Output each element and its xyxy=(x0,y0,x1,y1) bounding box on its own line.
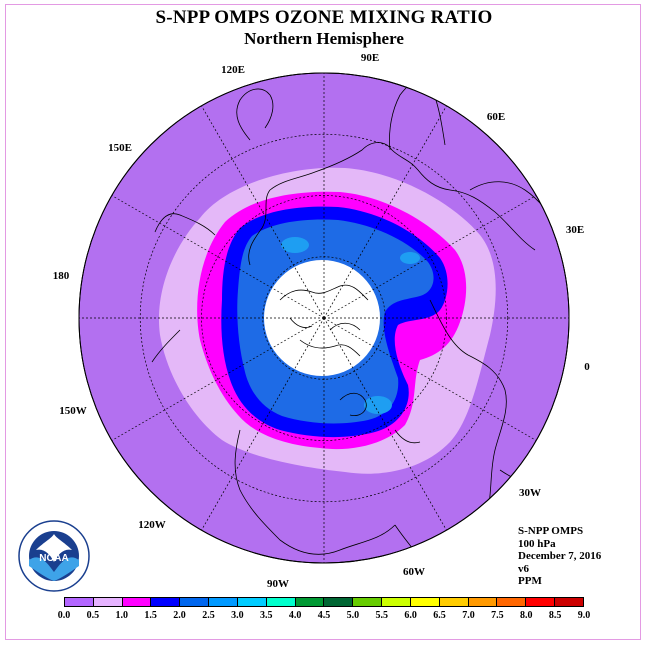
lon-label-150e: 150E xyxy=(108,142,132,154)
lon-label-30w: 30W xyxy=(519,487,541,499)
colorbar-segment xyxy=(439,598,469,606)
colorbar-segment xyxy=(295,598,325,606)
colorbar-segment xyxy=(382,598,411,606)
lon-label-90w: 90W xyxy=(267,578,289,590)
lon-label-120w: 120W xyxy=(138,519,166,531)
colorbar-segment xyxy=(237,598,267,606)
ozone-band-2.5-c xyxy=(400,252,420,264)
meridian-line xyxy=(201,105,325,319)
map-title: S-NPP OMPS OZONE MIXING RATIO xyxy=(155,7,493,28)
colorbar-segment xyxy=(180,598,210,606)
noaa-logo: NOAA xyxy=(18,520,90,592)
lon-label-120e: 120E xyxy=(221,64,245,76)
latitude-circle xyxy=(201,195,447,441)
ozone-band-2.5-b xyxy=(364,396,392,414)
colorbar-tick-label: 4.5 xyxy=(317,610,331,621)
ozone-band-2.5-a xyxy=(281,237,309,253)
colorbar-tick-label: 6.0 xyxy=(404,610,417,621)
colorbar-segment xyxy=(122,598,152,606)
info-date: December 7, 2016 xyxy=(518,550,602,562)
lon-label-60w: 60W xyxy=(403,566,425,578)
colorbar-tick-label: 5.0 xyxy=(346,610,360,621)
colorbar xyxy=(64,597,584,607)
colorbar-segment xyxy=(410,598,440,606)
colorbar-tick-label: 7.0 xyxy=(462,610,475,621)
meridian-line xyxy=(111,317,325,441)
longitude-labels: 90E 60E 30E 0 30W 60W 90W 120W 150W 180 … xyxy=(53,52,591,590)
meridian-line xyxy=(323,195,537,319)
colorbar-tick-label: 1.5 xyxy=(144,610,157,621)
lon-label-0: 0 xyxy=(584,361,590,373)
colorbar-tick-label: 3.0 xyxy=(231,610,244,621)
meridian-line xyxy=(323,317,447,531)
info-units: PPM xyxy=(518,575,542,587)
lon-label-180: 180 xyxy=(53,270,70,282)
figure-frame xyxy=(5,4,641,640)
colorbar-segment xyxy=(266,598,296,606)
meridian-line xyxy=(111,195,325,319)
colorbar-segment xyxy=(555,598,583,606)
colorbar-segment xyxy=(497,598,527,606)
colorbar-segment xyxy=(526,598,556,606)
colorbar-tick-label: 0.0 xyxy=(57,610,71,621)
disc-outline xyxy=(78,72,570,564)
colorbar-tick-label: 9.0 xyxy=(577,610,591,621)
colorbar-tick-label: 5.5 xyxy=(375,610,389,621)
colorbar-tick-label: 6.5 xyxy=(433,610,446,621)
meridian-line xyxy=(323,105,447,319)
colorbar-segment xyxy=(324,598,354,606)
arctic-coastlines xyxy=(279,284,369,357)
info-pressure: 100 hPa xyxy=(518,537,556,550)
lon-label-150w: 150W xyxy=(59,405,87,417)
map-subtitle: Northern Hemisphere xyxy=(244,29,404,48)
colorbar-tick-label: 4.0 xyxy=(288,610,302,621)
colorbar-segment xyxy=(151,598,181,606)
colorbar-tick-label: 7.5 xyxy=(491,610,504,621)
graticule xyxy=(79,73,569,563)
colorbar-tick-label: 3.5 xyxy=(259,610,273,621)
logo-text: NOAA xyxy=(39,553,68,564)
colorbar-tick-label: 1.0 xyxy=(115,610,129,621)
colorbar-segment xyxy=(209,598,238,606)
colorbar-segment xyxy=(353,598,383,606)
coastlines xyxy=(151,79,561,563)
meridian-line xyxy=(201,317,325,531)
colorbar-tick-label: 2.5 xyxy=(202,610,215,621)
lon-label-60e: 60E xyxy=(487,111,505,123)
colorbar-tick-label: 0.5 xyxy=(86,610,100,621)
colorbar-ticks: 0.0 0.5 1.0 1.5 2.0 2.5 3.0 3.5 4.0 4.5 5.0 5.5 6.0 6… xyxy=(50,610,598,624)
lon-label-90e: 90E xyxy=(361,52,379,64)
meridian-line xyxy=(323,317,537,441)
colorbar-tick-label: 2.0 xyxy=(173,610,186,621)
latitude-circle xyxy=(139,133,509,503)
info-block: S-NPP OMPS 100 hPa December 7, 2016 v6 P… xyxy=(518,525,601,588)
latitude-circle xyxy=(262,256,386,380)
lon-label-30e: 30E xyxy=(566,224,584,236)
colorbar-segment xyxy=(65,598,94,606)
colorbar-segment xyxy=(93,598,123,606)
info-version: v6 xyxy=(518,562,529,575)
info-instrument: S-NPP OMPS xyxy=(518,525,584,537)
colorbar-tick-label: 8.0 xyxy=(519,610,533,621)
colorbar-segment xyxy=(468,598,498,606)
colorbar-tick-label: 8.5 xyxy=(548,610,562,621)
